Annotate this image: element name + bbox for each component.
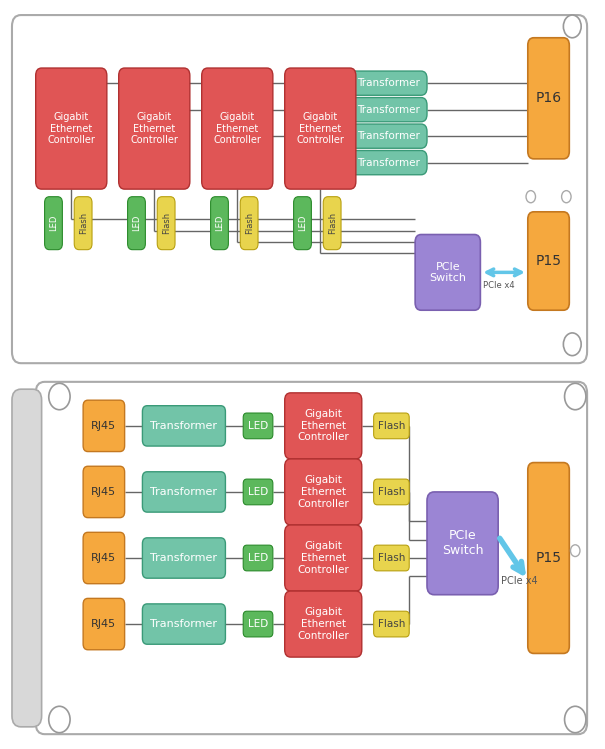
Text: Transformer: Transformer bbox=[151, 421, 217, 431]
FancyBboxPatch shape bbox=[415, 234, 480, 310]
Text: Gigabit
Ethernet
Controller: Gigabit Ethernet Controller bbox=[298, 542, 349, 574]
Text: Gigabit
Ethernet
Controller: Gigabit Ethernet Controller bbox=[47, 112, 95, 145]
Text: Transformer: Transformer bbox=[357, 131, 420, 141]
Text: LED: LED bbox=[298, 215, 307, 231]
Text: Gigabit
Ethernet
Controller: Gigabit Ethernet Controller bbox=[130, 112, 178, 145]
Circle shape bbox=[571, 545, 580, 557]
Text: LED: LED bbox=[248, 553, 268, 563]
Text: Transformer: Transformer bbox=[357, 157, 420, 168]
Circle shape bbox=[563, 333, 581, 356]
Circle shape bbox=[563, 15, 581, 37]
Text: PCIe x4: PCIe x4 bbox=[501, 576, 538, 586]
FancyBboxPatch shape bbox=[350, 71, 427, 95]
FancyBboxPatch shape bbox=[243, 611, 273, 637]
Text: RJ45: RJ45 bbox=[91, 487, 116, 497]
FancyBboxPatch shape bbox=[374, 545, 409, 571]
Text: Flash: Flash bbox=[244, 212, 253, 234]
Text: Transformer: Transformer bbox=[151, 487, 217, 497]
FancyBboxPatch shape bbox=[36, 68, 107, 189]
FancyBboxPatch shape bbox=[201, 68, 273, 189]
Circle shape bbox=[49, 383, 70, 410]
Text: PCIe
Switch: PCIe Switch bbox=[430, 261, 466, 283]
FancyBboxPatch shape bbox=[45, 197, 62, 249]
Text: P15: P15 bbox=[535, 551, 561, 565]
Text: LED: LED bbox=[248, 487, 268, 497]
FancyBboxPatch shape bbox=[350, 124, 427, 148]
Text: Flash: Flash bbox=[378, 421, 405, 431]
Text: RJ45: RJ45 bbox=[91, 553, 116, 563]
Text: PCIe x4: PCIe x4 bbox=[483, 281, 515, 290]
Text: LED: LED bbox=[248, 619, 268, 629]
Text: Transformer: Transformer bbox=[357, 78, 420, 88]
Text: Transformer: Transformer bbox=[151, 553, 217, 563]
Circle shape bbox=[564, 383, 586, 410]
Circle shape bbox=[564, 706, 586, 733]
FancyBboxPatch shape bbox=[74, 197, 92, 249]
FancyBboxPatch shape bbox=[427, 492, 498, 595]
FancyBboxPatch shape bbox=[285, 392, 362, 459]
Text: Flash: Flash bbox=[378, 553, 405, 563]
Text: Flash: Flash bbox=[79, 212, 88, 234]
Text: Transformer: Transformer bbox=[151, 619, 217, 629]
FancyBboxPatch shape bbox=[285, 68, 356, 189]
FancyBboxPatch shape bbox=[142, 604, 226, 644]
Text: Gigabit
Ethernet
Controller: Gigabit Ethernet Controller bbox=[296, 112, 344, 145]
FancyBboxPatch shape bbox=[157, 197, 175, 249]
FancyBboxPatch shape bbox=[285, 459, 362, 525]
FancyBboxPatch shape bbox=[243, 413, 273, 439]
FancyBboxPatch shape bbox=[243, 479, 273, 505]
Text: PCIe
Switch: PCIe Switch bbox=[442, 530, 483, 557]
Text: P16: P16 bbox=[535, 91, 561, 106]
FancyBboxPatch shape bbox=[285, 525, 362, 591]
FancyBboxPatch shape bbox=[374, 611, 409, 637]
FancyBboxPatch shape bbox=[36, 382, 587, 734]
FancyBboxPatch shape bbox=[285, 591, 362, 657]
FancyBboxPatch shape bbox=[211, 197, 229, 249]
Text: Gigabit
Ethernet
Controller: Gigabit Ethernet Controller bbox=[214, 112, 261, 145]
FancyBboxPatch shape bbox=[528, 463, 569, 653]
FancyBboxPatch shape bbox=[83, 598, 125, 650]
FancyBboxPatch shape bbox=[293, 197, 312, 249]
FancyBboxPatch shape bbox=[128, 197, 145, 249]
FancyBboxPatch shape bbox=[119, 68, 190, 189]
FancyBboxPatch shape bbox=[374, 479, 409, 505]
Text: Gigabit
Ethernet
Controller: Gigabit Ethernet Controller bbox=[298, 607, 349, 640]
Text: RJ45: RJ45 bbox=[91, 619, 116, 629]
Circle shape bbox=[526, 191, 535, 203]
Circle shape bbox=[49, 706, 70, 733]
FancyBboxPatch shape bbox=[83, 400, 125, 452]
FancyBboxPatch shape bbox=[350, 151, 427, 175]
Text: RJ45: RJ45 bbox=[91, 421, 116, 431]
FancyBboxPatch shape bbox=[374, 413, 409, 439]
Text: LED: LED bbox=[248, 421, 268, 431]
FancyBboxPatch shape bbox=[240, 197, 258, 249]
FancyBboxPatch shape bbox=[142, 406, 226, 446]
FancyBboxPatch shape bbox=[12, 15, 587, 363]
FancyBboxPatch shape bbox=[528, 212, 569, 310]
Text: LED: LED bbox=[132, 215, 141, 231]
Text: Flash: Flash bbox=[328, 212, 336, 234]
Circle shape bbox=[561, 191, 571, 203]
FancyBboxPatch shape bbox=[350, 97, 427, 122]
FancyBboxPatch shape bbox=[243, 545, 273, 571]
Text: Flash: Flash bbox=[162, 212, 171, 234]
Text: Transformer: Transformer bbox=[357, 105, 420, 115]
FancyBboxPatch shape bbox=[83, 533, 125, 583]
FancyBboxPatch shape bbox=[142, 472, 226, 512]
Text: Gigabit
Ethernet
Controller: Gigabit Ethernet Controller bbox=[298, 409, 349, 443]
Text: Flash: Flash bbox=[378, 487, 405, 497]
FancyBboxPatch shape bbox=[83, 466, 125, 518]
Text: LED: LED bbox=[215, 215, 224, 231]
FancyBboxPatch shape bbox=[528, 37, 569, 159]
FancyBboxPatch shape bbox=[323, 197, 341, 249]
Text: Gigabit
Ethernet
Controller: Gigabit Ethernet Controller bbox=[298, 476, 349, 509]
Text: LED: LED bbox=[49, 215, 58, 231]
Text: P15: P15 bbox=[535, 254, 561, 268]
FancyBboxPatch shape bbox=[12, 389, 42, 727]
Text: Flash: Flash bbox=[378, 619, 405, 629]
FancyBboxPatch shape bbox=[142, 538, 226, 578]
